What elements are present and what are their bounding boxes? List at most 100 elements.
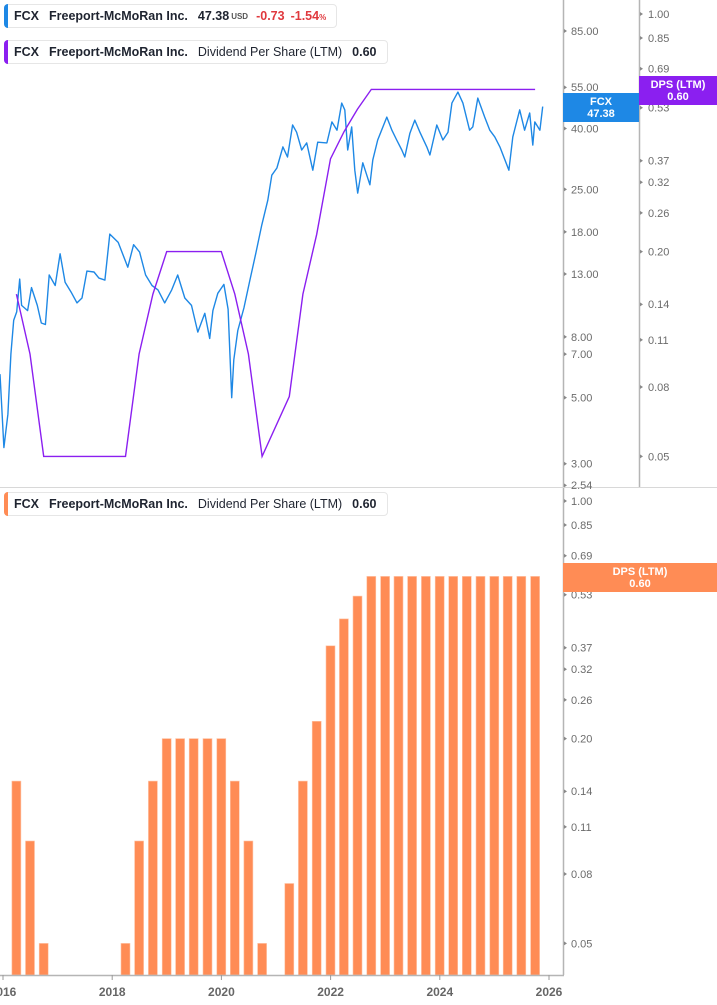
bottom-dps-tick [564,697,567,702]
dps-tick [640,35,643,40]
dps-tick-label: 0.05 [648,451,669,463]
dps-bar [339,618,349,976]
bottom-dps-tick [564,553,567,558]
x-tick-label: 2026 [536,985,563,999]
tag-value: 47.38 [587,107,615,120]
legend-change-pct: -1.54% [291,9,327,23]
dps-tick [640,210,643,215]
dps-bar [120,943,131,976]
dps-tick-label: 1.00 [648,9,669,21]
price-tick [564,334,567,339]
bottom-dps-tick-label: 0.69 [571,551,592,563]
dps-bar [311,720,322,976]
dps-tick-label: 0.14 [648,299,669,311]
bottom-dps-tick [564,592,567,597]
dps-bar [38,943,49,976]
dps-bar-series [11,576,540,976]
dps-bar [325,645,336,976]
legend-color-swatch [4,40,8,64]
dps-bar [161,738,172,976]
price-tick [564,187,567,192]
dps-bar [393,576,404,976]
price-tick [564,85,567,90]
price-tick-label: 55.00 [571,82,599,94]
pct-sign: % [319,13,327,22]
bottom-dps-tick-label: 0.14 [571,786,592,798]
legend-dps-top[interactable]: FCX Freeport-McMoRan Inc. Dividend Per S… [4,40,388,64]
dps-bar [434,576,445,976]
legend-company: Freeport-McMoRan Inc. [49,497,188,511]
dps-bar [407,576,417,976]
legend-change: -0.73 [256,9,285,23]
dps-bar [134,840,144,976]
tag-label: DPS (LTM) [612,565,668,578]
dps-bar [257,943,267,976]
price-tick [564,126,567,131]
tag-value: 0.60 [629,577,651,590]
dps-bar [298,780,308,976]
price-tick-label: 40.00 [571,123,599,135]
x-tick-label: 2020 [208,985,235,999]
dps-tick-label: 0.53 [648,103,669,115]
tag-label: FCX [590,95,612,108]
dps-tick [640,66,643,71]
bottom-dps-tick [564,736,567,741]
dps-tick-label: 0.11 [648,335,669,347]
bottom-dps-tick [564,499,567,503]
bottom-dps-tick [564,824,567,829]
legend-ticker: FCX [14,45,39,59]
bottom-dps-tick [564,789,567,794]
dps-bar [475,576,486,976]
legend-metric: Dividend Per Share (LTM) [197,45,343,59]
bottom-dps-tick-label: 0.20 [571,734,592,746]
dps-tick [640,12,643,16]
change-pct-value: -1.54 [290,9,320,23]
dps-bar [366,576,377,976]
dps-bar [461,576,472,976]
dps-tick-label: 0.85 [648,33,669,45]
dps-line-series [15,88,536,459]
bottom-dps-tick-label: 0.37 [571,643,592,655]
dps-bar [502,576,513,976]
price-tick [564,483,567,488]
x-tick-label: 2024 [426,985,453,999]
price-tick [564,352,567,357]
legend-color-swatch [4,4,8,28]
dps-tick [640,249,643,254]
dps-bar [243,840,254,976]
price-tick [564,229,567,234]
x-tick-label: 2016 [0,985,17,999]
dps-tick-label: 0.69 [648,64,669,76]
price-axis-tag: FCX 47.38 [563,93,639,122]
bottom-dps-tick-label: 1.00 [571,496,592,508]
dps-line [15,88,536,459]
x-tick-label: 2018 [99,985,126,999]
price-tick-label: 7.00 [571,349,592,361]
dps-bar [284,883,295,976]
bottom-dps-tick-label: 0.11 [571,822,592,834]
dps-bar [380,576,390,976]
dps-bar [489,576,500,976]
bottom-dps-tick-label: 0.26 [571,695,592,707]
price-tick [564,461,567,466]
dps-bar [25,840,35,976]
legend-currency: USD [231,11,249,21]
price-tick-label: 8.00 [571,332,592,344]
legend-dps-bottom[interactable]: FCX Freeport-McMoRan Inc. Dividend Per S… [4,492,388,516]
legend-color-swatch [4,492,8,516]
legend-metric: Dividend Per Share (LTM) [197,497,343,511]
bottom-dps-tick [564,871,567,876]
bottom-dps-tick [564,645,567,650]
dps-bar [216,738,227,976]
legend-company: Freeport-McMoRan Inc. [49,45,188,59]
dps-tick [640,180,643,185]
bottom-dps-tick-label: 0.08 [571,869,592,881]
price-tick-label: 13.00 [571,269,599,281]
dps-bar [230,780,240,976]
price-tick-label: 5.00 [571,393,592,405]
price-tick-label: 25.00 [571,184,599,196]
dps-bar [516,576,527,976]
dps-axis-tag-top: DPS (LTM) 0.60 [639,76,717,105]
dps-tick-label: 0.32 [648,177,669,189]
legend-price[interactable]: FCX Freeport-McMoRan Inc. 47.38 USD -0.7… [4,4,338,28]
